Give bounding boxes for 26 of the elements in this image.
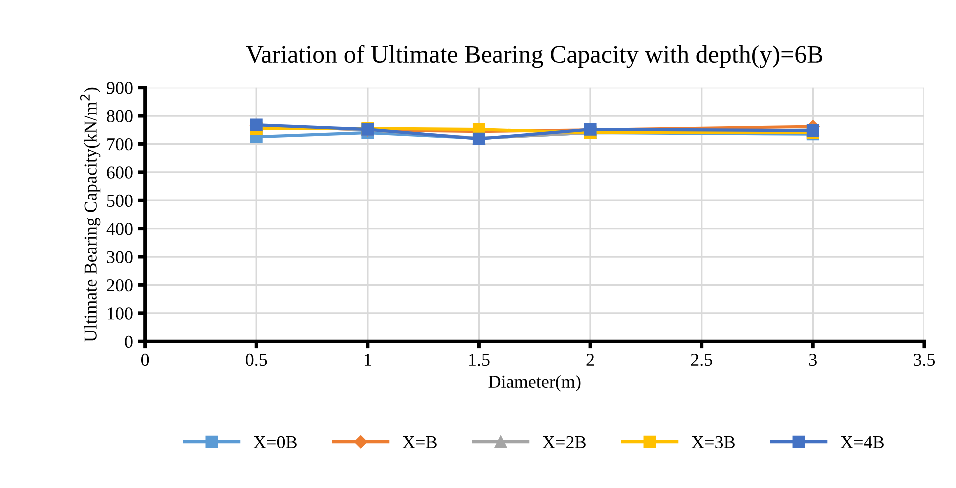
x-tick-label: 3.5 bbox=[914, 354, 936, 366]
y-tick-label: 500 bbox=[107, 194, 133, 208]
y-tick-label: 100 bbox=[108, 308, 133, 320]
x-tick-label: 3 bbox=[809, 354, 817, 366]
x-tick-label: 0.5 bbox=[246, 354, 268, 366]
legend-label: X=4B bbox=[840, 436, 884, 448]
y-tick-label: 900 bbox=[107, 82, 133, 94]
y-tick-label: 600 bbox=[107, 166, 133, 179]
x-tick-label: 2.5 bbox=[691, 354, 712, 366]
x-tick-label: 1 bbox=[365, 354, 372, 366]
y-tick-label: 800 bbox=[107, 110, 133, 122]
x-tick-label: 1.5 bbox=[470, 354, 490, 366]
x-tick-label: 2 bbox=[586, 354, 594, 366]
legend-label: X=2B bbox=[542, 436, 586, 448]
legend-label: X=0B bbox=[254, 436, 297, 449]
chart-title: Variation of Ultimate Bearing Capacity with depth(y)=6B bbox=[246, 45, 823, 68]
y-tick-label: 300 bbox=[107, 251, 133, 264]
y-tick-label: 400 bbox=[106, 223, 133, 236]
y-tick-label: 0 bbox=[125, 336, 133, 348]
y-tick-label: 700 bbox=[108, 138, 133, 151]
legend-label: X=3B bbox=[692, 436, 735, 449]
y-axis-title: Ultimate Bearing Capacity(kN/m$^{2}$) bbox=[80, 88, 101, 342]
y-tick-label: 200 bbox=[107, 279, 133, 292]
x-axis-title: Diameter(m) bbox=[488, 375, 581, 392]
legend-label: X=B bbox=[402, 436, 437, 448]
x-tick-label: 0 bbox=[141, 354, 150, 366]
